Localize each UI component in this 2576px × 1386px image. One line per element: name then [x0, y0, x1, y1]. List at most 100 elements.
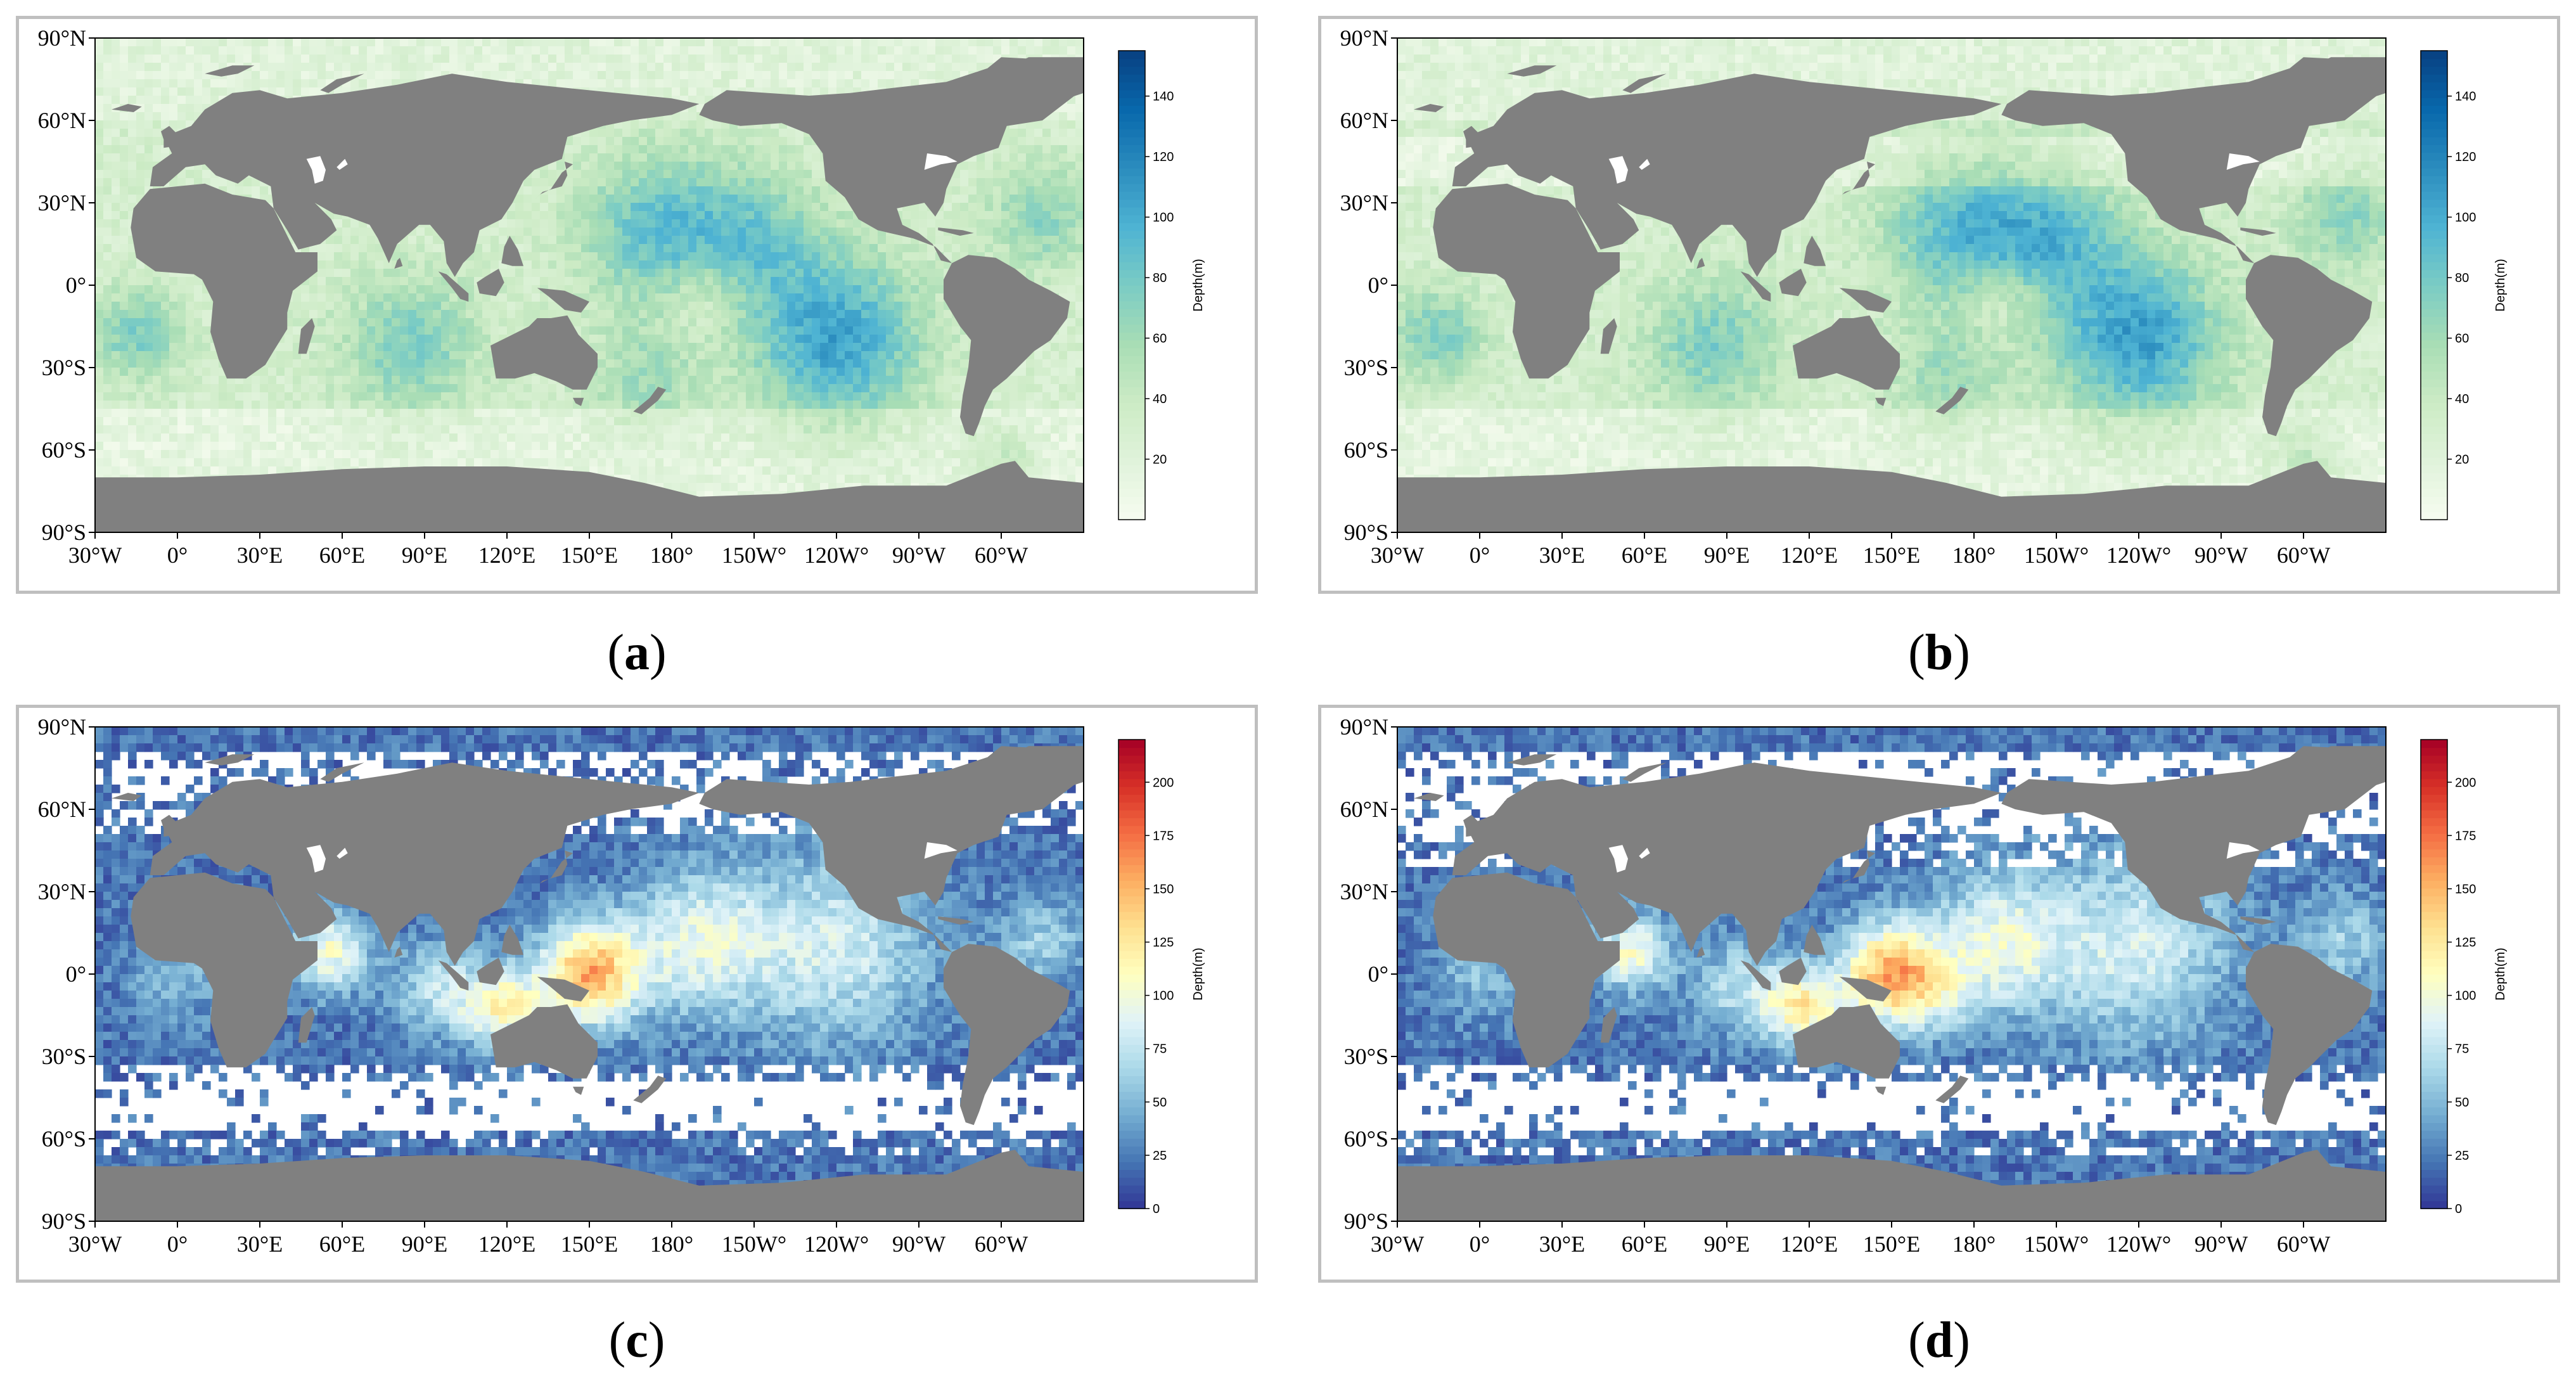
land-svalbard [205, 65, 255, 77]
lon-label: 150W° [2024, 542, 2089, 568]
land-africa [131, 872, 318, 1068]
land-japan [534, 162, 573, 200]
colorbar-frame [1118, 50, 1146, 520]
lat-label: 90°N [1340, 714, 1388, 740]
lat-label: 60°S [1344, 1126, 1388, 1152]
lon-label: 60°E [319, 1231, 365, 1257]
lon-label: 90°W [892, 1231, 945, 1257]
map-svg-a: 90°N 60°N 30°N 0° 30°S 60°S 90°S30°W 0° 30°E 60°E… [38, 25, 1205, 568]
lon-label: 150W° [722, 542, 786, 568]
lake-caspian [1608, 156, 1628, 184]
colorbar-tick-label: 40 [2455, 392, 2469, 406]
land-baffin [2234, 84, 2304, 115]
colorbar-tick-label: 140 [2455, 90, 2476, 104]
lon-label: 150°E [561, 542, 618, 568]
land-north-america [2001, 57, 2386, 264]
lon-label: 60°W [975, 542, 1028, 568]
land-sri-lanka [394, 257, 403, 269]
colorbar-tick-label: 100 [2455, 211, 2476, 225]
land-antarctica [95, 1150, 1084, 1221]
colorbar-tick-label: 75 [1153, 1043, 1167, 1056]
lat-label: 0° [1368, 961, 1388, 987]
land-philippines [1804, 925, 1826, 955]
colorbar: 20 40 60 80 100 120 140 Depth(m) [1118, 50, 1205, 520]
lon-label: 0° [167, 542, 188, 568]
lat-label: 90°N [1340, 25, 1388, 51]
land-borneo [1779, 958, 1807, 985]
land-africa [1433, 183, 1620, 379]
colorbar-tick-label: 0 [1153, 1202, 1160, 1216]
colorbar-tick-label: 200 [2455, 776, 2476, 790]
land-svalbard [1507, 754, 1557, 766]
lon-label: 120W° [2106, 1231, 2171, 1257]
land-africa [131, 183, 318, 379]
land-sumatra [438, 960, 469, 991]
lat-label: 30°S [42, 1044, 86, 1069]
land-novaya-zemlya [1622, 74, 1667, 93]
map-panel-d: 90°N 60°N 30°N 0° 30°S 60°S 90°S 30°W 0° 30°E 60°E… [1318, 705, 2560, 1283]
land-baffin [932, 84, 1001, 115]
lon-label: 180° [650, 1231, 693, 1257]
lake-caspian [1608, 845, 1628, 873]
lat-label: 30°N [38, 190, 86, 215]
land-new-guinea [537, 977, 589, 1002]
land-south-america [944, 944, 1070, 1126]
lon-label: 180° [650, 542, 693, 568]
lon-label: 180° [1952, 542, 1996, 568]
land-uk [161, 814, 183, 837]
land-madagascar [298, 1007, 315, 1043]
land-greenland [996, 57, 1084, 120]
land-antarctica [1397, 1150, 2386, 1221]
land-philippines [501, 925, 523, 955]
lon-label: 30°W [1371, 542, 1424, 568]
land-madagascar [298, 318, 315, 354]
lon-label: 90°W [892, 542, 945, 568]
land-eurasia [1452, 74, 2002, 278]
colorbar-label: Depth(m) [1191, 259, 1205, 311]
lon-label: 90°W [2195, 1231, 2248, 1257]
lon-label: 150°E [561, 1231, 618, 1257]
lat-label: 60°N [38, 108, 86, 133]
land-south-america [2246, 944, 2373, 1126]
land-borneo [1779, 269, 1807, 297]
land-new-zealand [633, 387, 667, 414]
colorbar-tick-label: 120 [2455, 150, 2476, 164]
land-philippines [501, 236, 523, 266]
colorbar-tick-label: 150 [2455, 882, 2476, 896]
lat-label: 60°N [1340, 108, 1388, 133]
land-tasmania [1875, 397, 1887, 406]
lon-label: 120°E [478, 542, 535, 568]
land-australia [490, 1004, 598, 1079]
land-borneo [477, 269, 504, 297]
lat-label: 30°S [1344, 1044, 1388, 1069]
colorbar-tick-label: 60 [2455, 332, 2469, 346]
colorbar-tick-label: 0 [2455, 1202, 2462, 1216]
lat-label: 0° [66, 273, 86, 298]
land-africa [1433, 872, 1620, 1068]
land-iceland [112, 793, 142, 801]
caption-d: (d) [1844, 1312, 2034, 1370]
land-uk [161, 125, 183, 148]
lake-aral [1639, 847, 1650, 859]
land-south-america [2246, 255, 2373, 437]
lon-label: 150°E [1863, 542, 1920, 568]
land-south-america [944, 255, 1070, 437]
lon-label: 120W° [804, 542, 869, 568]
colorbar-tick-label: 125 [1153, 936, 1174, 950]
map-panel-c: 90°N 60°N 30°N 0° 30°S 60°S 90°S 30°W 0° 30°E 60°E… [16, 705, 1258, 1283]
colorbar-tick-label: 25 [1153, 1149, 1167, 1163]
colorbar-label: Depth(m) [2494, 259, 2508, 311]
land-australia [1793, 315, 1900, 390]
colorbar-tick-label: 50 [2455, 1096, 2469, 1110]
land-layer [1397, 746, 2386, 1221]
map-svg-c: 90°N 60°N 30°N 0° 30°S 60°S 90°S30°W 0° 30°E 60°E… [38, 714, 1205, 1257]
lake-great-lakes [924, 842, 958, 859]
lon-label: 60°W [975, 1231, 1028, 1257]
land-layer [1397, 57, 2386, 532]
colorbar-tick-label: 140 [1153, 90, 1174, 104]
land-australia [490, 315, 598, 390]
land-layer [95, 746, 1084, 1221]
lon-label: 30°W [1371, 1231, 1424, 1257]
land-svalbard [205, 754, 255, 766]
colorbar-frame [2420, 50, 2448, 520]
